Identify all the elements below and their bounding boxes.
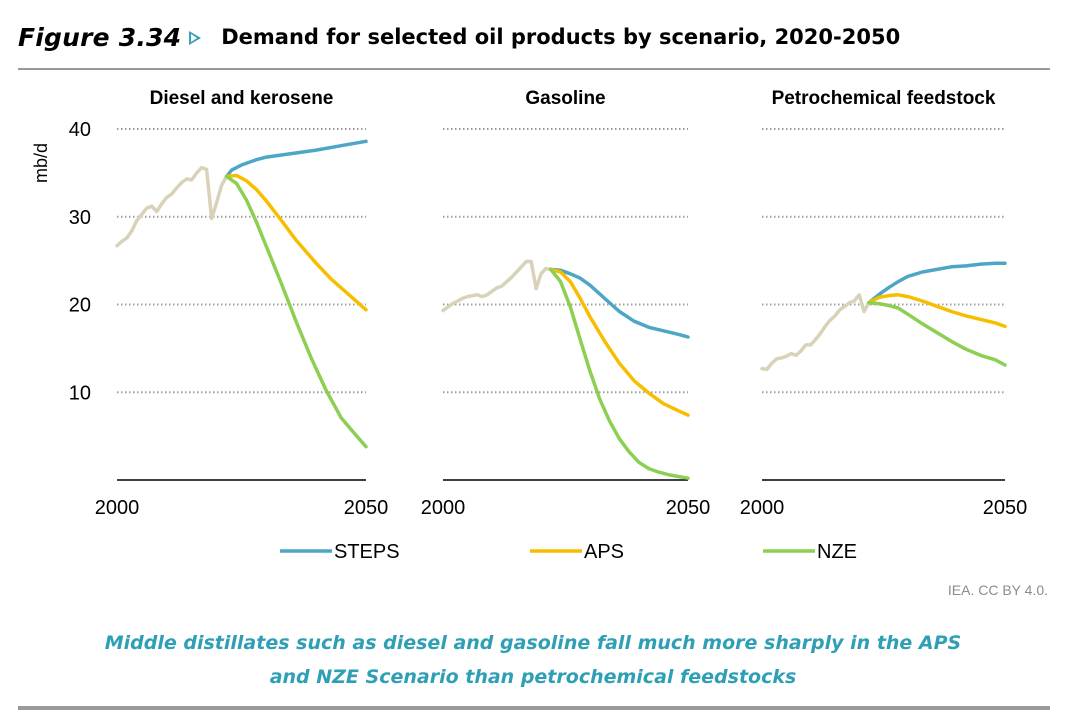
panel-title-petrochemical-feedstock: Petrochemical feedstock (772, 88, 996, 109)
panel-title-diesel-and-kerosene: Diesel and kerosene (150, 88, 334, 109)
x-tick-label-start: 2000 (421, 497, 466, 519)
x-tick-label-start: 2000 (740, 497, 785, 519)
x-tick-label-end: 2050 (983, 497, 1028, 519)
y-tick-label-10: 10 (69, 382, 91, 404)
series-line-nze (867, 300, 1007, 367)
caption-line-2: and NZE Scenario than petrochemical feed… (269, 666, 797, 688)
series-line-aps (549, 267, 690, 417)
bottom-rule (18, 706, 1050, 710)
caption-line-1: Middle distillates such as diesel and ga… (104, 632, 962, 654)
x-tick-label-end: 2050 (666, 497, 711, 519)
x-tick-label-start: 2000 (95, 497, 140, 519)
series-line-aps (867, 293, 1007, 329)
y-tick-label-20: 20 (69, 295, 91, 317)
triangle-marker-icon (189, 31, 202, 45)
figure-title: Demand for selected oil products by scen… (221, 25, 901, 49)
legend-label-aps: APS (584, 541, 624, 563)
series-line-history (441, 259, 553, 313)
panel-gasoline: Gasoline 2000 2050 (421, 88, 711, 519)
panel-diesel-and-kerosene: Diesel and kerosene 2000 2050 (95, 88, 389, 519)
series-line-history (760, 293, 871, 372)
header-rule (18, 68, 1050, 70)
figure-header: Figure 3.34 Demand for selected oil prod… (18, 20, 900, 54)
figure-caption: Middle distillates such as diesel and ga… (0, 626, 1066, 694)
series-line-steps (549, 267, 690, 339)
series-line-steps (224, 139, 368, 179)
panel-title-gasoline: Gasoline (525, 88, 605, 109)
figure-number: Figure 3.34 (18, 22, 182, 52)
series-line-history (115, 165, 229, 248)
y-axis-label: mb/d (31, 143, 51, 183)
series-line-steps (867, 261, 1007, 305)
panel-petrochemical-feedstock: Petrochemical feedstock 2000 2050 (740, 88, 1028, 519)
series-line-aps (224, 173, 368, 312)
legend: STEPS APS NZE (280, 541, 857, 563)
credit-text: IEA. CC BY 4.0. (947, 582, 1048, 598)
series-line-nze (549, 267, 690, 480)
legend-label-nze: NZE (817, 541, 857, 563)
y-tick-label-30: 30 (69, 207, 91, 229)
legend-label-steps: STEPS (334, 541, 400, 563)
y-tick-label-40: 40 (69, 119, 91, 141)
x-tick-label-end: 2050 (344, 497, 389, 519)
series-line-nze (224, 174, 368, 449)
